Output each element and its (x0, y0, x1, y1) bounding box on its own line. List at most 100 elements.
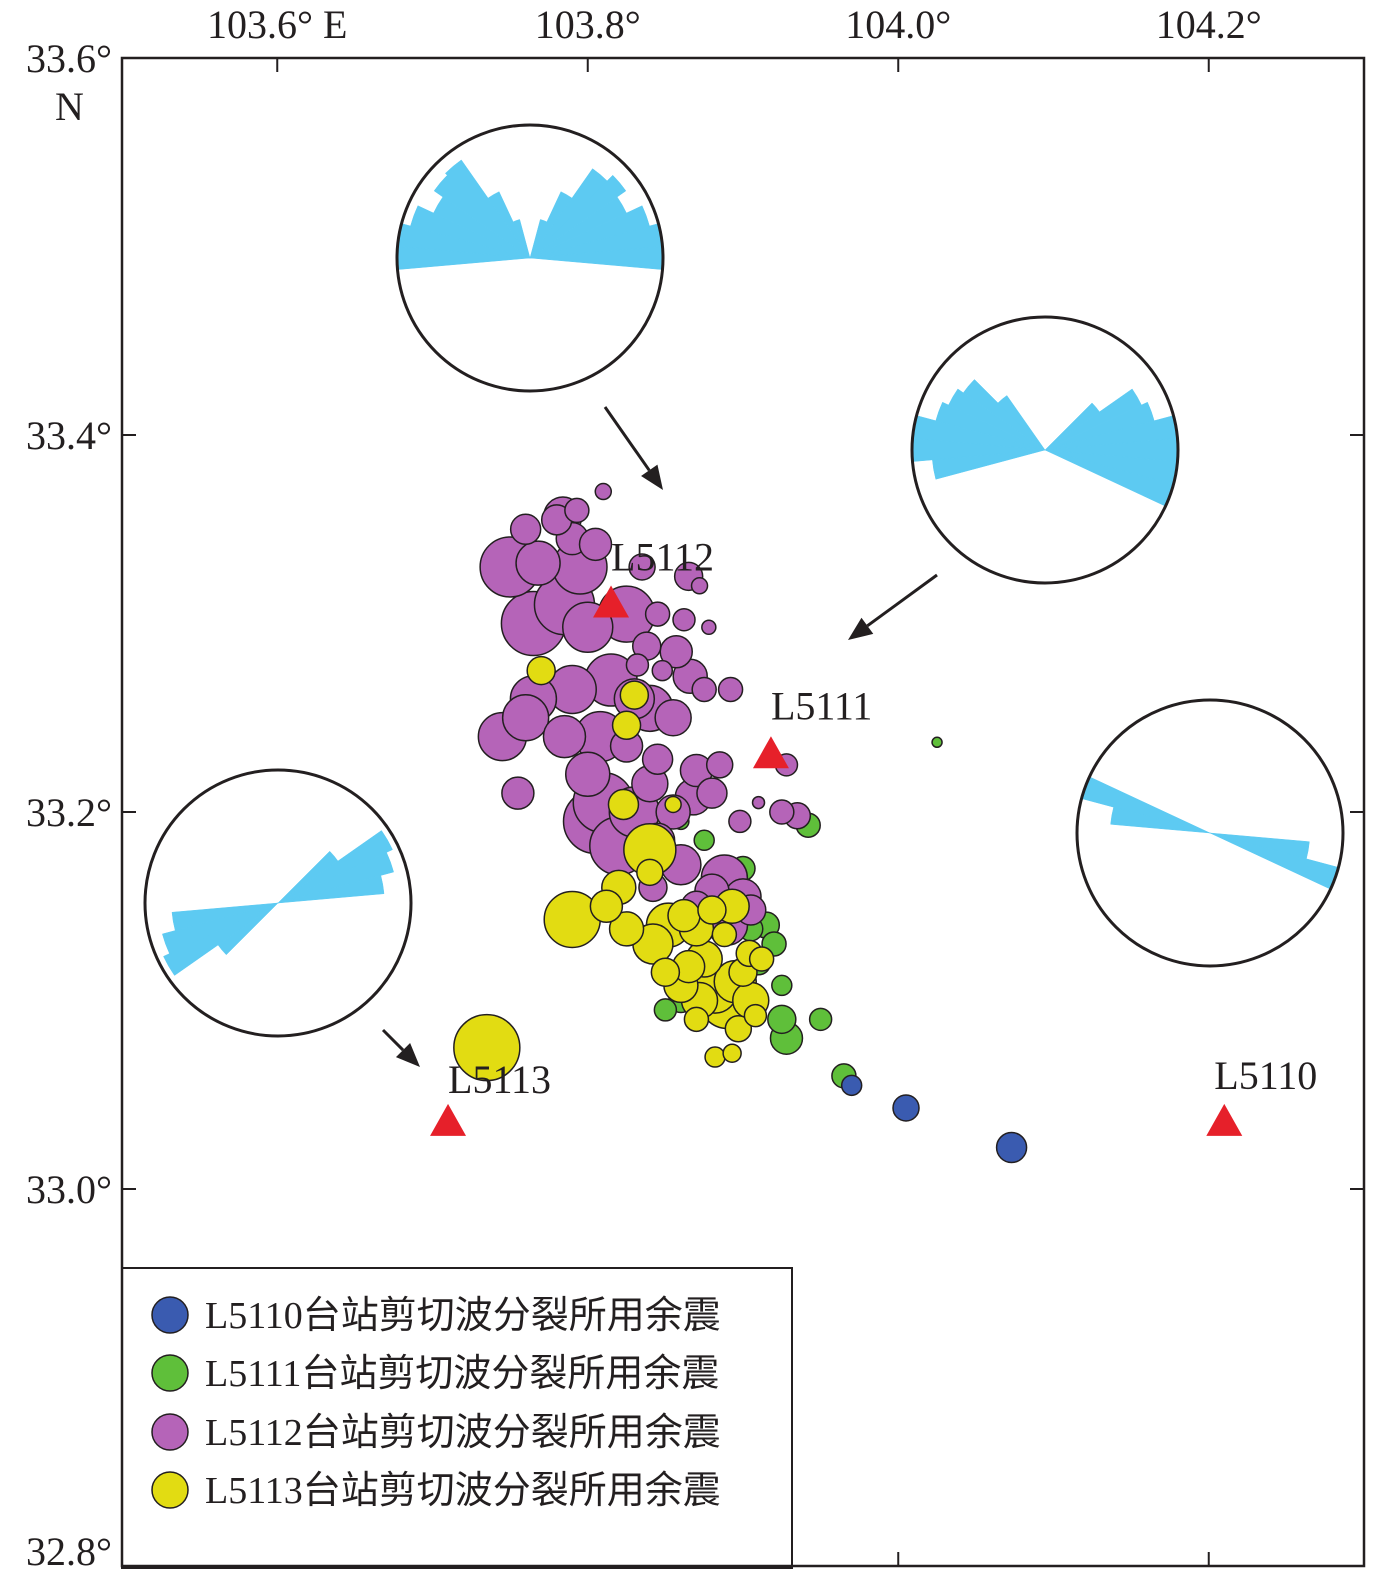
axis-tick-labels: 103.6° E 103.8° 104.0° 104.2° 33.6° 33.4° 33.2… (26, 2, 1262, 1571)
station-label: L5112 (611, 535, 714, 580)
y-tick-label: 33.2° (26, 790, 112, 835)
aftershock-l5112 (705, 751, 734, 779)
rose-petal (529, 174, 627, 259)
aftershock-l5113 (704, 1046, 726, 1068)
rose-right-upper (910, 315, 1180, 585)
rose-petal (162, 902, 279, 954)
rose-petal (487, 191, 531, 259)
rose-petal (529, 168, 608, 259)
aftershock-l5112 (654, 699, 692, 737)
aftershock-l5111 (653, 998, 678, 1022)
station-label: L5111 (771, 683, 872, 728)
aftershock-l5113 (697, 895, 727, 925)
stations: L5112 L5111 L5113 L5110 (430, 535, 1317, 1136)
aftershock-l5112 (690, 577, 709, 595)
rose-petal (277, 830, 393, 904)
rose-petal (277, 875, 385, 904)
legend-marker-l5110 (151, 1296, 189, 1334)
arrow-shaft (381, 1028, 405, 1052)
aftershock-l5113 (650, 957, 681, 987)
legend-label-l5111: L5111台站剪切波分裂所用余震 (205, 1353, 719, 1395)
rose-petal (1044, 388, 1142, 451)
rose-circle (910, 315, 1180, 585)
aftershock-l5112 (501, 776, 535, 810)
rose-top (395, 123, 665, 393)
aftershock-l5113 (748, 946, 775, 972)
rose-petal (1110, 806, 1211, 834)
rose-petal (277, 852, 394, 904)
legend-label-l5112: L5112台站剪切波分裂所用余震 (205, 1412, 721, 1454)
aftershock-l5112 (542, 714, 587, 759)
aftershock-l5110 (892, 1094, 920, 1122)
rose-petal (948, 388, 1046, 451)
rose-left (143, 768, 413, 1038)
rose-petal (1044, 402, 1100, 451)
aftershock-l5113 (636, 858, 664, 887)
legend-item-l5111: L5111台站剪切波分裂所用余震 (151, 1353, 719, 1395)
rose-petal (410, 205, 531, 259)
north-label: N (55, 84, 84, 129)
aftershock-l5112 (769, 799, 795, 825)
rose-petal (932, 449, 1046, 480)
aftershock-l5112 (625, 653, 650, 677)
aftershock-l5113 (619, 680, 650, 710)
rose-circle (395, 123, 665, 393)
rose-petal (277, 850, 339, 904)
station-label: L5113 (448, 1057, 551, 1102)
aftershock-l5113 (683, 1006, 710, 1033)
rose-circle (1075, 698, 1345, 968)
legend-item-l5112: L5112台站剪切波分裂所用余震 (151, 1412, 721, 1454)
y-tick-label: 32.8° (26, 1529, 112, 1571)
legend-label-l5113: L5113台站剪切波分裂所用余震 (205, 1470, 721, 1512)
aftershock-l5112 (696, 777, 728, 809)
aftershock-l5113 (453, 1013, 521, 1082)
aftershock-l5113 (608, 911, 645, 947)
arrow (603, 406, 663, 490)
legend-box (121, 1267, 793, 1569)
y-tick-label: 33.4° (26, 413, 112, 458)
rose-petal (217, 902, 279, 956)
legend-marker-l5112 (151, 1413, 189, 1451)
station-marker (752, 736, 789, 769)
station-l5110: L5110 (1206, 1053, 1317, 1136)
legend: L5110台站剪切波分裂所用余震 L5111台站剪切波分裂所用余震 L5112台… (121, 1267, 793, 1569)
x-tick-label: 103.6° E (207, 2, 347, 47)
aftershock-l5112 (641, 743, 674, 775)
x-tick-label: 104.0° (845, 2, 951, 47)
aftershock-l5112 (751, 795, 766, 810)
aftershock-l5112 (701, 619, 717, 636)
rose-diagrams (143, 123, 1345, 1038)
rose-arrows (381, 406, 938, 1067)
station-l5112: L5112 (593, 535, 714, 618)
aftershock-l5113 (722, 1043, 742, 1064)
rose-petal (529, 191, 573, 259)
arrow (381, 1028, 420, 1067)
arrow-shaft (866, 573, 938, 628)
legend-marker-l5113 (151, 1471, 189, 1509)
aftershock-l5112 (728, 809, 752, 834)
aftershock-l5112 (717, 676, 744, 703)
aftershock-l5112 (515, 540, 561, 586)
station-label: L5110 (1214, 1053, 1317, 1098)
rose-petal (163, 902, 279, 976)
y-tick-label: 33.0° (26, 1167, 112, 1212)
aftershock-l5112 (628, 553, 656, 581)
aftershock-l5112 (564, 497, 590, 524)
aftershock-l5113 (724, 1015, 753, 1043)
aftershock-l5111 (931, 736, 943, 749)
aftershock-l5111 (693, 829, 715, 852)
rose-petal (997, 395, 1046, 451)
map-frame (120, 56, 1366, 1568)
rose-petal (171, 902, 279, 931)
aftershock-l5113 (743, 1003, 768, 1028)
station-l5113: L5113 (430, 1057, 551, 1136)
station-marker (430, 1103, 467, 1136)
rose-petal (445, 159, 531, 259)
station-marker (593, 585, 630, 618)
aftershock-l5112 (644, 601, 671, 627)
arrow (848, 573, 938, 640)
aftershock-l5112 (501, 694, 550, 742)
aftershock-l5112 (565, 751, 611, 798)
station-marker (1206, 1103, 1243, 1136)
